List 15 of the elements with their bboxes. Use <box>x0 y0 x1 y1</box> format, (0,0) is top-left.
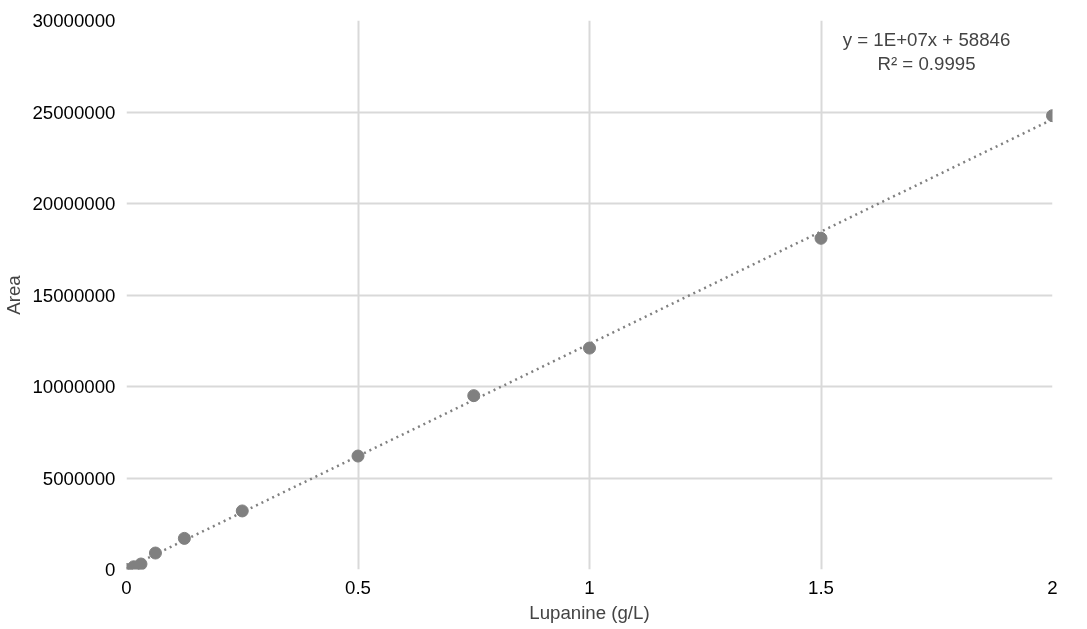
y-axis-title: Area <box>3 274 25 315</box>
y-tick-label: 20000000 <box>32 193 116 214</box>
x-tick-label: 0 <box>121 576 132 598</box>
x-tick-label: 2 <box>1047 576 1058 598</box>
y-tick-label: 30000000 <box>32 10 116 31</box>
y-tick-label: 5000000 <box>42 467 116 489</box>
annotation: y = 1E+07x + 58846 R² = 0.9995 <box>842 28 1011 74</box>
x-tick-label: 0.5 <box>345 576 371 598</box>
y-tick-label: 15000000 <box>32 284 116 306</box>
y-tick-label: 25000000 <box>32 101 116 123</box>
x-tick-label: 1.5 <box>808 576 834 598</box>
y-tick-label: 10000000 <box>32 376 116 397</box>
x-tick-label: 1 <box>584 576 595 598</box>
x-axis-title: Lupanine (g/L) <box>529 601 650 623</box>
y-tick-label: 0 <box>105 559 116 580</box>
